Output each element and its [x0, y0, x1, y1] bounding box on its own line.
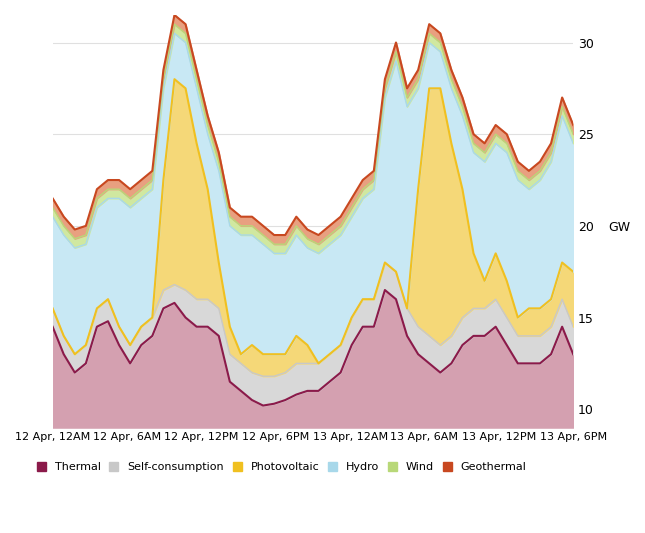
Legend: Thermal, Self-consumption, Photovoltaic, Hydro, Wind, Geothermal: Thermal, Self-consumption, Photovoltaic,… — [34, 459, 530, 475]
Y-axis label: GW: GW — [608, 221, 630, 235]
